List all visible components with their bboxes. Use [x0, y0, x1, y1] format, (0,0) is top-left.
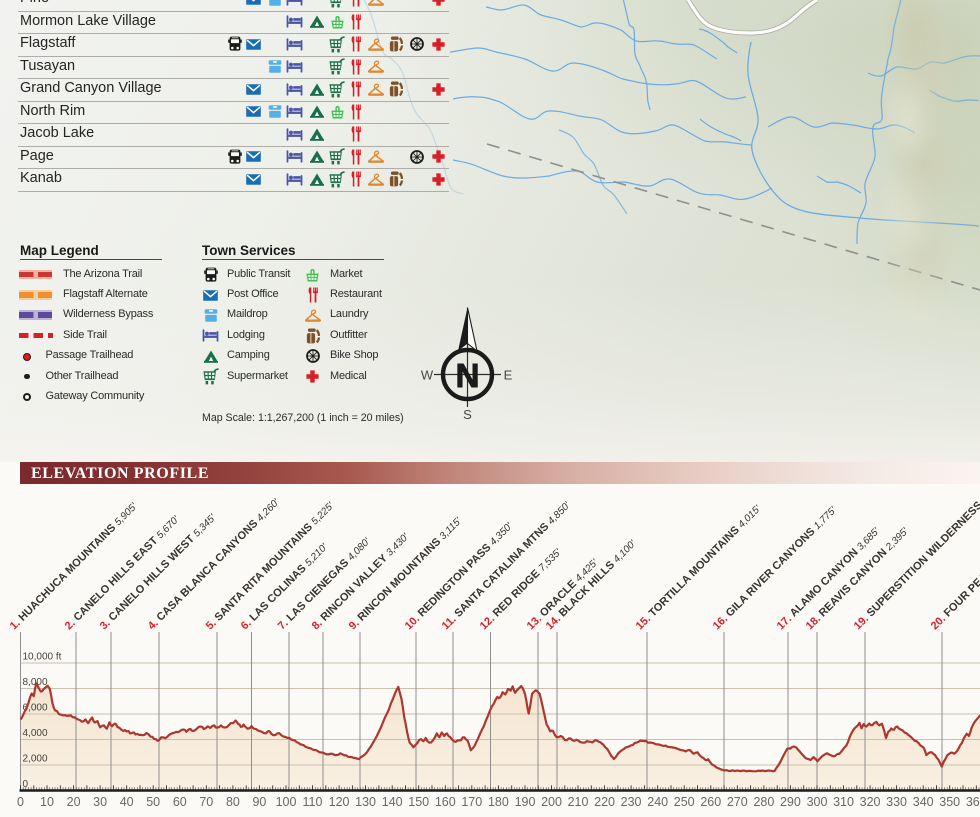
svg-text:130: 130: [355, 795, 376, 809]
svg-text:250: 250: [674, 795, 695, 809]
svg-text:N: N: [456, 357, 480, 394]
svg-text:220: 220: [594, 795, 615, 809]
svg-text:230: 230: [621, 795, 642, 809]
svg-text:10,000 ft: 10,000 ft: [23, 652, 62, 663]
svg-text:20: 20: [67, 795, 81, 809]
svg-text:200: 200: [541, 795, 562, 809]
svg-text:E: E: [504, 368, 513, 383]
svg-text:330: 330: [886, 795, 907, 809]
svg-text:40: 40: [120, 795, 134, 809]
svg-text:140: 140: [382, 795, 403, 809]
svg-text:120: 120: [329, 795, 350, 809]
svg-text:190: 190: [515, 795, 536, 809]
svg-text:4,000: 4,000: [23, 728, 48, 739]
svg-text:110: 110: [303, 795, 323, 809]
svg-text:150: 150: [408, 795, 429, 809]
svg-text:290: 290: [780, 795, 801, 809]
svg-text:70: 70: [199, 795, 213, 809]
svg-text:340: 340: [913, 795, 934, 809]
svg-text:240: 240: [647, 795, 668, 809]
svg-text:8,000: 8,000: [23, 677, 48, 688]
svg-text:80: 80: [226, 795, 240, 809]
svg-text:100: 100: [276, 795, 297, 809]
svg-text:170: 170: [461, 795, 482, 809]
svg-text:350: 350: [939, 795, 960, 809]
svg-text:360: 360: [966, 795, 980, 809]
svg-text:90: 90: [252, 795, 266, 809]
svg-text:50: 50: [146, 795, 160, 809]
svg-text:280: 280: [753, 795, 774, 809]
svg-text:30: 30: [93, 795, 107, 809]
svg-text:W: W: [421, 368, 434, 383]
svg-text:0: 0: [23, 779, 29, 790]
svg-text:S: S: [463, 407, 472, 422]
svg-text:260: 260: [700, 795, 721, 809]
svg-text:320: 320: [860, 795, 881, 809]
svg-text:310: 310: [833, 795, 854, 809]
svg-text:300: 300: [807, 795, 828, 809]
svg-text:6,000: 6,000: [23, 703, 48, 714]
svg-text:160: 160: [435, 795, 456, 809]
svg-text:0: 0: [17, 795, 24, 809]
svg-text:2,000: 2,000: [23, 754, 48, 765]
svg-text:10: 10: [40, 795, 54, 809]
svg-text:210: 210: [568, 795, 589, 809]
svg-text:270: 270: [727, 795, 748, 809]
svg-text:180: 180: [488, 795, 509, 809]
svg-text:60: 60: [173, 795, 187, 809]
